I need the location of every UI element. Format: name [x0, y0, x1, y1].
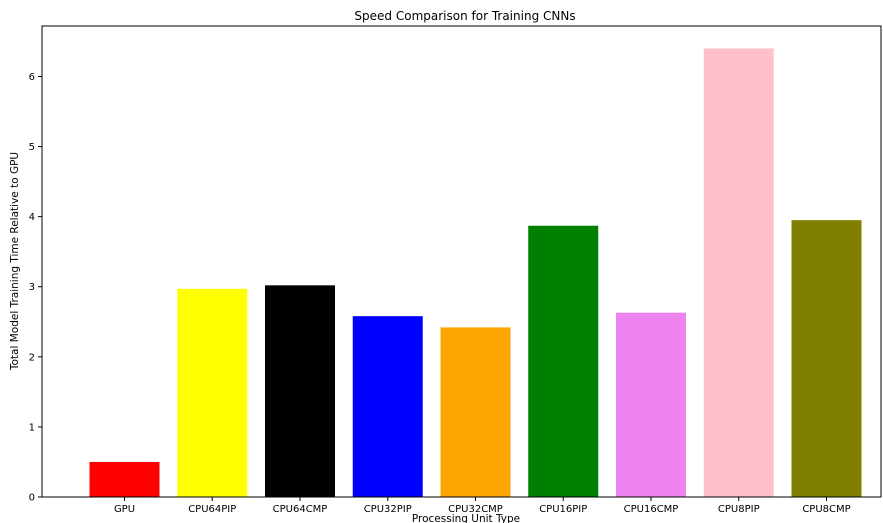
x-axis-label: Processing Unit Type — [412, 513, 520, 523]
y-tick-label: 3 — [29, 282, 35, 293]
y-tick-label: 5 — [29, 142, 35, 153]
bar-cpu64cmp — [265, 285, 335, 497]
x-axis-ticks: GPU CPU64PIP CPU64CMP CPU32PIP CPU32CMP CPU16… — [114, 497, 851, 515]
bar-gpu — [89, 461, 160, 497]
x-tick-label: CPU16CMP — [624, 504, 679, 515]
x-tick-label: CPU32CMP — [448, 504, 503, 515]
x-tick-label: CPU64CMP — [273, 504, 328, 515]
bar-cpu8pip — [703, 48, 774, 498]
y-tick-label: 4 — [29, 212, 35, 223]
bars-group — [89, 48, 862, 498]
bar-cpu8cmp — [791, 220, 862, 497]
x-tick-label: CPU64PIP — [188, 504, 236, 515]
x-tick-label: CPU8PIP — [718, 504, 760, 515]
x-tick-label: CPU8CMP — [802, 504, 850, 515]
y-axis-ticks: 0 1 2 3 4 5 6 — [29, 72, 42, 504]
bar-cpu16cmp — [616, 312, 686, 497]
bar-cpu32pip — [352, 316, 423, 497]
x-tick-label: CPU16PIP — [539, 504, 587, 515]
chart-title: Speed Comparison for Training CNNs — [354, 9, 575, 23]
bar-cpu16pip — [528, 225, 599, 497]
y-tick-label: 0 — [29, 493, 35, 504]
bar-cpu32cmp — [440, 327, 511, 497]
y-axis-label: Total Model Training Time Relative to GP… — [9, 152, 21, 371]
x-tick-label: GPU — [114, 504, 135, 515]
bar-cpu64pip — [177, 288, 248, 497]
plot-frame — [41, 25, 882, 498]
y-tick-label: 1 — [29, 422, 35, 433]
y-tick-label: 6 — [29, 72, 35, 83]
x-tick-label: CPU32PIP — [364, 504, 412, 515]
y-tick-label: 2 — [29, 352, 35, 363]
